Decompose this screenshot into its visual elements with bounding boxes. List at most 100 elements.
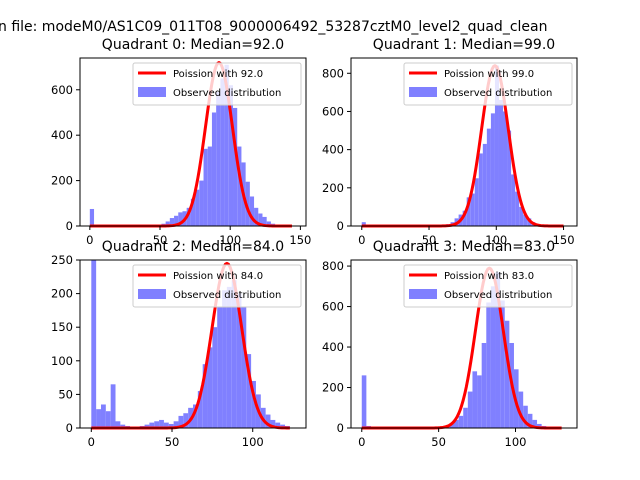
histogram-bar: [220, 78, 225, 227]
y-tick-label: 600: [322, 104, 344, 118]
histogram-bar: [154, 421, 160, 428]
histogram-bar: [217, 307, 223, 428]
histogram-bar: [207, 347, 213, 428]
axes-frame: [350, 259, 578, 429]
histogram-bar: [472, 371, 478, 428]
histogram-bar: [275, 422, 281, 428]
histogram-bar: [149, 422, 155, 428]
y-tick-label: 150: [51, 320, 73, 334]
legend: Poission with 83.0 Observed distribution: [403, 264, 573, 308]
histogram-bar: [515, 191, 520, 226]
suptitle: n file: modeM0/AS1C09_011T08_9000006492_…: [0, 19, 547, 35]
legend-box: [403, 62, 573, 106]
histogram-bar: [120, 424, 126, 428]
legend-box: [132, 264, 302, 308]
histogram-bar: [193, 404, 198, 428]
panel-quadrant-1: 0 50 100 150 0 200 400 600 800 Quadrant 1: Median…: [322, 37, 578, 247]
histogram-bar: [202, 364, 208, 428]
histogram-bar: [481, 342, 487, 428]
histogram-bar: [490, 113, 495, 226]
histogram-bar: [494, 65, 499, 226]
histogram-bar: [89, 208, 95, 226]
x-tick-label: 50: [422, 233, 437, 247]
y-tick-label: 100: [51, 354, 73, 368]
legend-box: [403, 264, 573, 308]
histogram-bar: [246, 354, 252, 428]
histogram-bar: [511, 174, 516, 226]
histogram-bar: [474, 178, 479, 226]
y-tick-label: 200: [322, 181, 344, 195]
histogram-bar: [500, 300, 505, 428]
y-tick-label: 400: [51, 128, 73, 142]
legend-fit-label: Poission with 99.0: [444, 69, 534, 80]
legend-observed-label: Observed distribution: [444, 290, 552, 301]
histogram-bar: [100, 404, 106, 428]
y-tick-label: 0: [337, 219, 344, 233]
histogram-bar: [532, 419, 538, 428]
panel-title: Quadrant 1: Median=99.0: [373, 37, 555, 53]
y-tick-label: 400: [322, 340, 344, 354]
axes-frame: [350, 57, 578, 227]
histogram-bar: [251, 380, 256, 428]
histogram-bar: [212, 327, 218, 428]
y-tick-label: 600: [322, 300, 344, 314]
y-tick-label: 800: [322, 259, 344, 273]
x-tick-label: 50: [165, 435, 180, 449]
histogram-bar: [463, 407, 468, 428]
y-tick-label: 200: [51, 174, 73, 188]
legend: Poission with 84.0 Observed distribution: [132, 264, 302, 308]
histogram-bar: [199, 180, 204, 226]
y-tick-label: 0: [337, 421, 344, 435]
x-tick-label: 0: [358, 233, 365, 247]
histogram-bar: [211, 112, 217, 226]
histogram-bar: [258, 213, 263, 226]
histogram-bar: [486, 128, 491, 226]
histogram-bar: [233, 107, 238, 226]
histogram-bar: [91, 260, 97, 428]
histogram-bar: [478, 153, 483, 226]
histogram-bar: [186, 207, 191, 226]
histogram-bar: [519, 206, 524, 226]
histogram-bar: [518, 391, 524, 428]
histogram-bar: [168, 423, 174, 428]
legend-observed-swatch: [138, 87, 166, 97]
histogram-bar: [482, 143, 487, 226]
legend-observed-swatch: [138, 289, 166, 299]
x-tick-label: 100: [242, 435, 264, 449]
histogram-bar: [222, 290, 227, 428]
histogram-bar: [254, 207, 259, 226]
axes-frame: [79, 259, 307, 429]
x-tick-label: 0: [358, 435, 365, 449]
histogram-bars: [89, 64, 292, 227]
histogram-bar: [262, 216, 267, 226]
histogram-bar: [265, 414, 271, 428]
histogram-bar: [462, 210, 467, 226]
histogram-bar: [527, 413, 533, 428]
legend-box: [132, 62, 302, 106]
legend-observed-swatch: [409, 289, 437, 299]
histogram-bar: [495, 272, 501, 428]
histogram-bar: [361, 222, 366, 226]
panel-title: Quadrant 0: Median=92.0: [102, 37, 284, 53]
histogram-bar: [228, 85, 234, 227]
histogram-bar: [237, 146, 242, 226]
histogram-bar: [504, 320, 510, 428]
histogram-bar: [241, 307, 247, 428]
axes-frame: [79, 57, 307, 227]
histogram-bar: [449, 423, 454, 428]
y-tick-label: 0: [66, 219, 73, 233]
x-tick-label: 50: [153, 233, 168, 247]
histogram-bar: [523, 405, 528, 428]
y-tick-label: 50: [58, 387, 73, 401]
histogram-bar: [507, 130, 512, 226]
x-tick-label: 150: [289, 233, 311, 247]
x-tick-label: 0: [86, 233, 93, 247]
histogram-bar: [190, 198, 196, 226]
histogram-bar: [224, 64, 229, 226]
y-tick-label: 600: [51, 83, 73, 97]
legend-fit-label: Poission with 84.0: [173, 271, 263, 282]
histogram-bar: [236, 293, 242, 428]
histogram-bar: [165, 221, 170, 226]
x-tick-label: 100: [485, 233, 507, 247]
panel-quadrant-0: 0 50 100 150 0 200 400 600 Quadrant 0: Median=92…: [51, 37, 311, 247]
